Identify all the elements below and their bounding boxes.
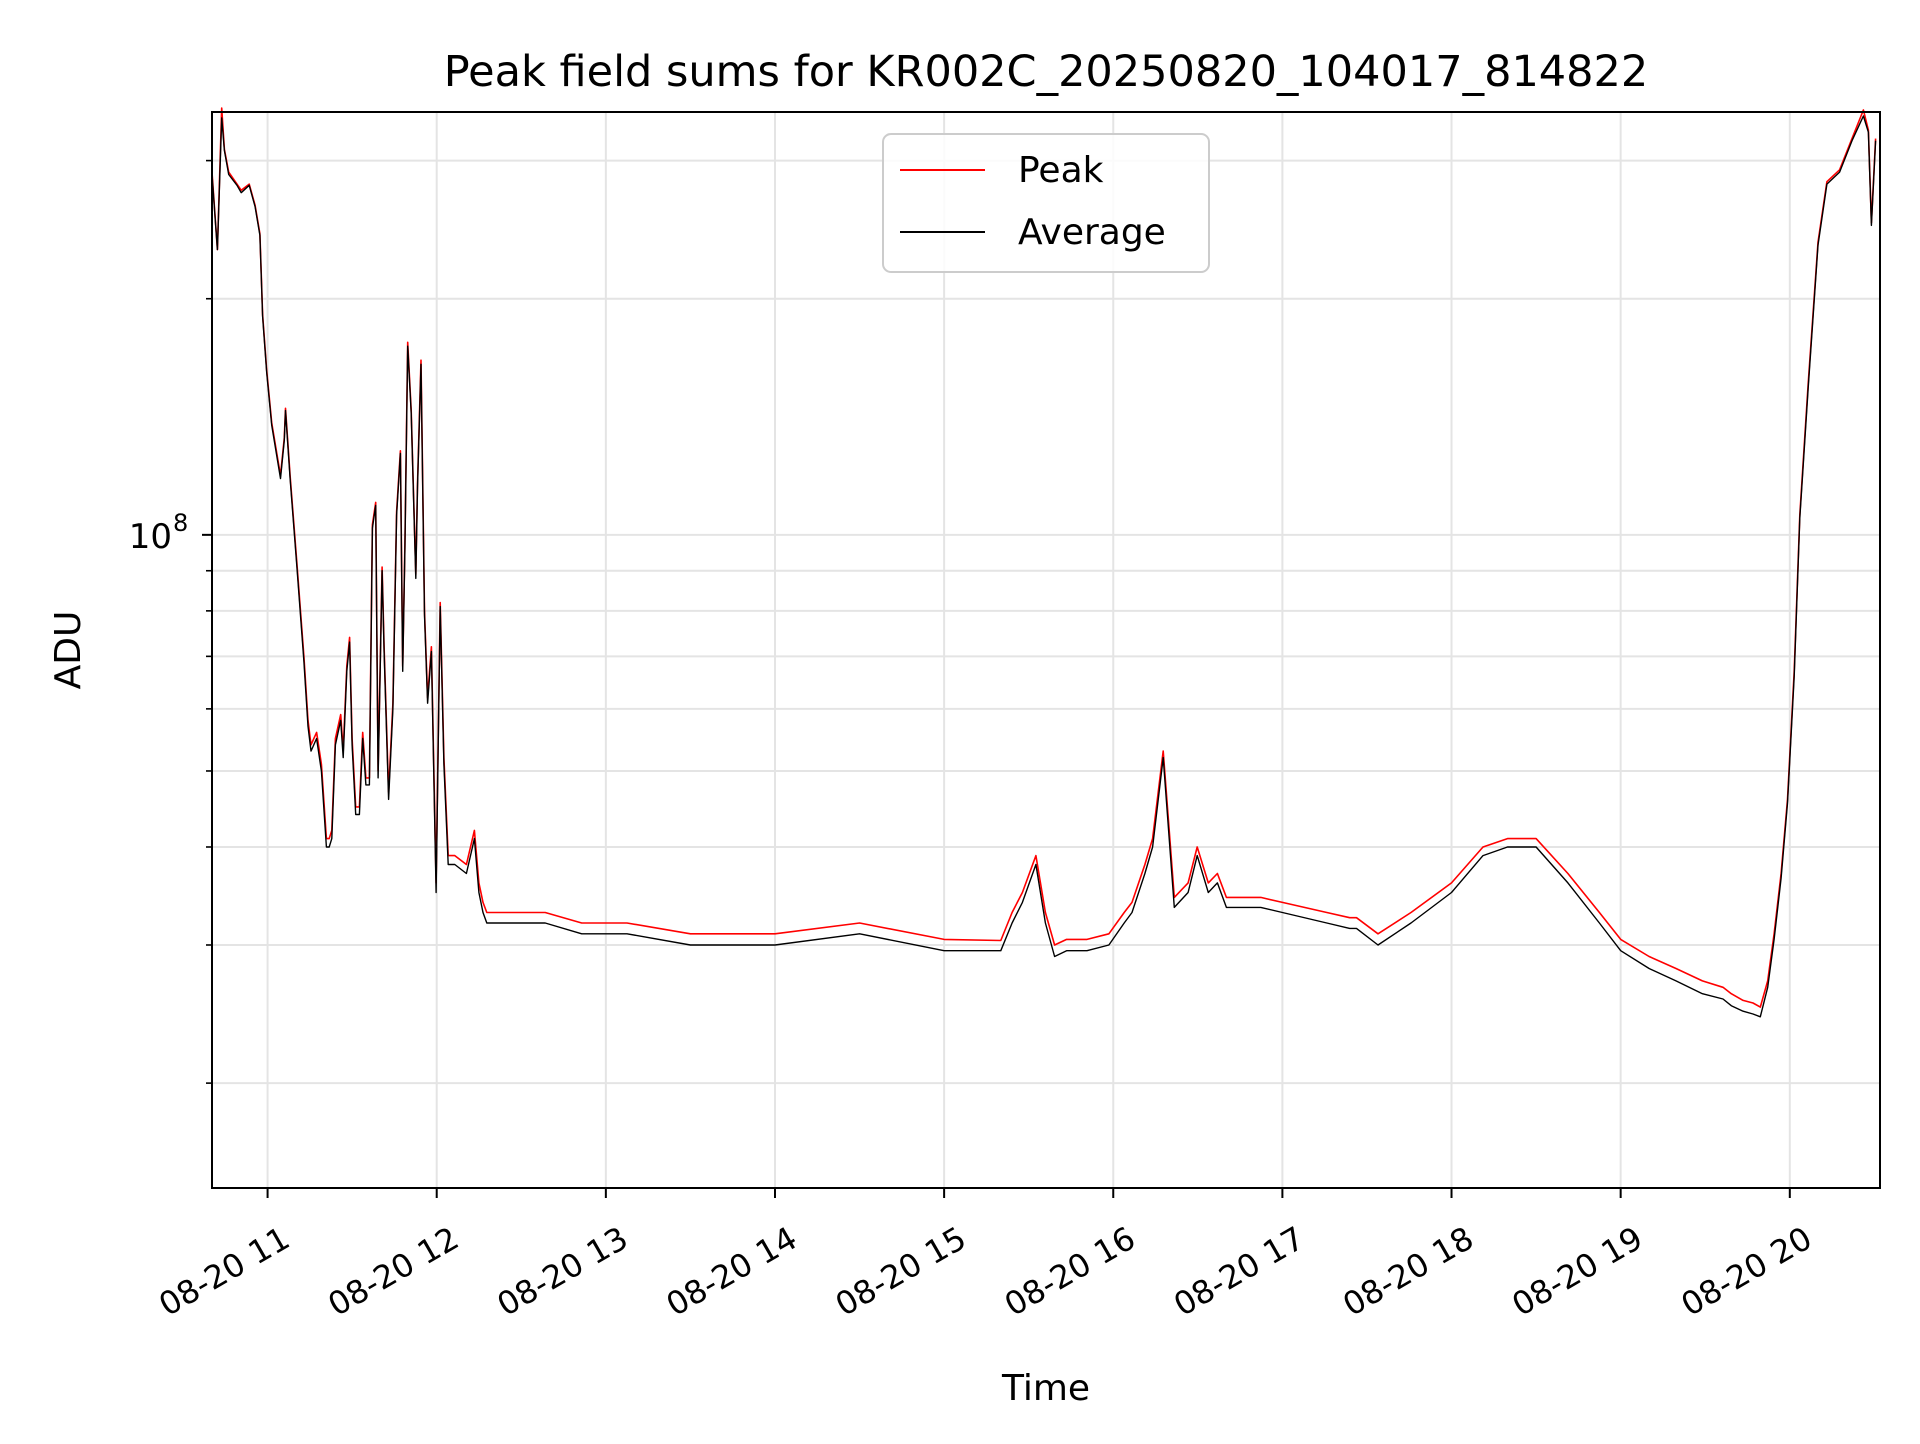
legend-label-peak: Peak [1018,150,1104,191]
plot-frame [211,111,1881,1189]
legend-label-average: Average [1018,212,1166,253]
legend-box [882,133,1210,273]
grid [212,112,1880,1188]
chart-title: Peak field sums for KR002C_20250820_1040… [444,47,1648,97]
y-axis: 10 8 [129,159,212,1084]
plot-series [211,107,1877,1018]
x-axis-label: Time [1001,1368,1090,1409]
legend: Peak Average [882,133,1210,273]
y-tick-label-exponent: 8 [173,509,188,537]
series-line-average [211,115,1877,1018]
y-tick-label: 10 [129,517,172,557]
y-axis-label: ADU [48,611,89,690]
